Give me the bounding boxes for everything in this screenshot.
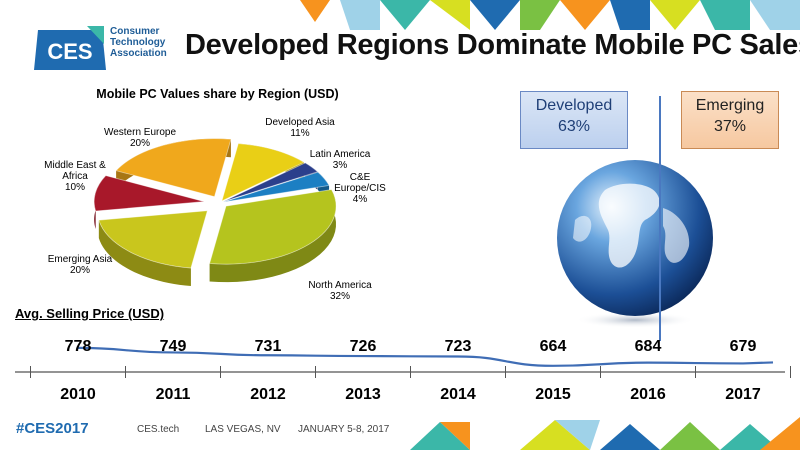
year-tick-label: 2011 (155, 386, 191, 403)
asp-value-label: 749 (159, 338, 187, 355)
year-tick-label: 2013 (345, 386, 381, 403)
asp-value-label: 731 (254, 338, 282, 355)
pie-slice-side (98, 220, 191, 287)
year-tick-label: 2016 (630, 386, 666, 403)
pie-label: Western Europe 20% (104, 127, 177, 149)
year-tick-label: 2014 (440, 386, 476, 403)
logo-mark-text: CES (47, 39, 92, 64)
ces-logo: CES (34, 26, 106, 70)
asp-chart-title: Avg. Selling Price (USD) (15, 306, 165, 321)
pie-chart-title: Mobile PC Values share by Region (USD) (96, 87, 339, 101)
footer-site: CES.tech (137, 424, 180, 435)
asp-value-label: 679 (729, 338, 757, 355)
pie-slice-western-europe (115, 138, 232, 198)
logo-line-1: Consumer (110, 26, 160, 37)
emerging-share-box: Emerging 37% (681, 91, 779, 149)
developed-label: Developed (535, 97, 613, 114)
pie-slice-emerging-asia (98, 210, 208, 269)
slide-title: Developed Regions Dominate Mobile PC Sal… (185, 29, 800, 61)
asp-value-label: 684 (634, 338, 662, 355)
developed-share-box: Developed 63% (520, 91, 628, 149)
footer-dates: JANUARY 5-8, 2017 (298, 424, 390, 435)
emerging-percentage: 37% (713, 118, 747, 135)
asp-value-label: 664 (539, 338, 567, 355)
year-tick-label: 2017 (725, 386, 761, 403)
asp-value-label: 778 (64, 338, 92, 355)
pie-slice-north-america (209, 189, 337, 265)
pie-label: Emerging Asia 20% (48, 254, 113, 276)
top-decorative-band (300, 0, 800, 30)
bottom-decorative-band (410, 417, 800, 450)
pie-slice-side (209, 189, 336, 283)
developed-percentage: 63% (557, 118, 591, 135)
pie-label: Developed Asia 11% (265, 117, 335, 139)
year-tick-label: 2015 (535, 386, 571, 403)
pie-label: Latin America 3% (310, 149, 371, 171)
pie-slice-c-e-europe-cis (223, 171, 330, 203)
pie-slice-latin-america (223, 162, 319, 202)
year-tick-label: 2012 (250, 386, 286, 403)
year-tick-label: 2010 (60, 386, 96, 403)
footer-hashtag: #CES2017 (16, 420, 89, 437)
footer-location: LAS VEGAS, NV (205, 424, 281, 435)
asp-value-label: 726 (349, 338, 377, 355)
logo-wordmark: Consumer Technology Association (110, 26, 167, 59)
logo-line-2: Technology (110, 37, 166, 48)
emerging-label: Emerging (695, 97, 765, 114)
logo-line-3: Association (110, 48, 167, 59)
globe-image (557, 160, 713, 328)
pie-chart: Developed Asia 11% Latin America 3%C&E Europ… (44, 117, 386, 302)
pie-label: C&E Europe/CIS 4% (334, 172, 386, 205)
pie-label: Middle East & Africa 10% (44, 160, 106, 193)
asp-series-line (77, 346, 774, 367)
pie-label: North America 32% (308, 280, 372, 302)
pie-slice-developed-asia (221, 143, 305, 202)
asp-timeline-chart (15, 346, 791, 378)
pie-slice-middle-east-africa (93, 175, 205, 212)
split-divider-line (659, 96, 661, 341)
asp-value-label: 723 (444, 338, 472, 355)
